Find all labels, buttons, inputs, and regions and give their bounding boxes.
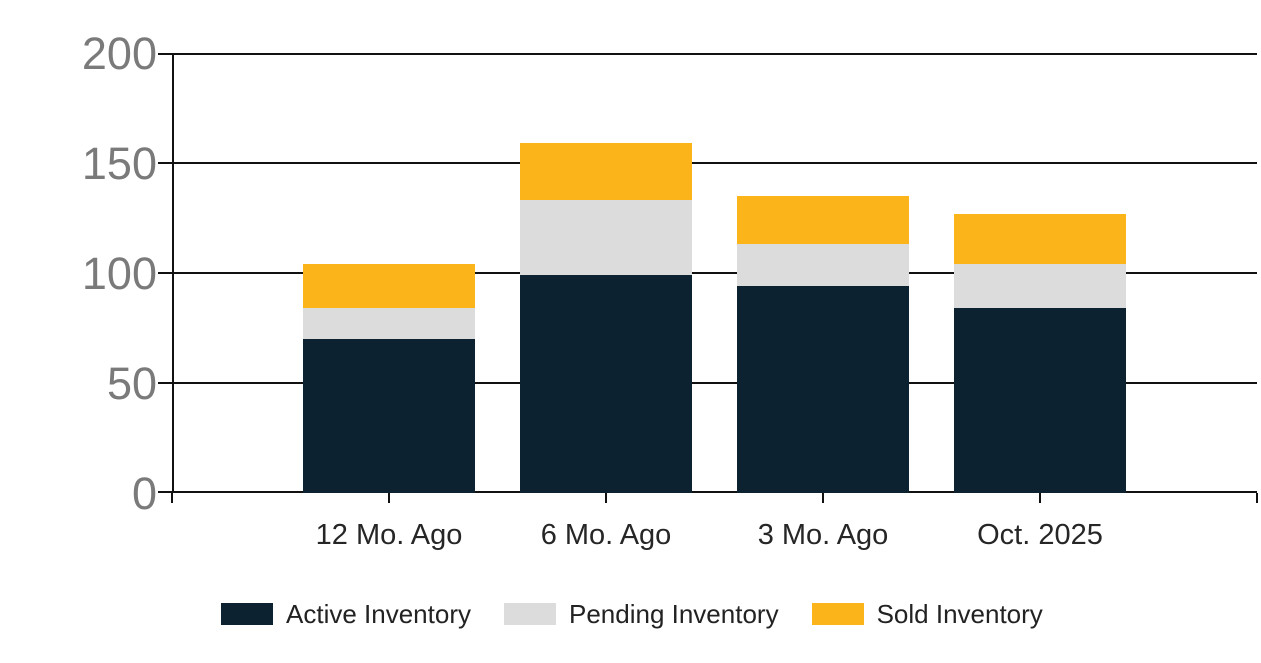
legend-swatch-sold-inventory	[811, 603, 864, 625]
x-tick-0	[171, 493, 173, 503]
bar-12-mo-ago-sold-inventory	[303, 264, 475, 309]
y-tick-0	[158, 491, 172, 493]
gridline-50	[172, 382, 1257, 384]
legend: Active Inventory Pending Inventory Sold In…	[221, 601, 1043, 627]
bar-3-mo-ago-sold-inventory	[737, 196, 909, 245]
bar-3-mo-ago-active-inventory	[737, 286, 909, 493]
y-axis-tick-label-100: 100	[81, 247, 157, 299]
gridline-100	[172, 272, 1257, 274]
legend-item-sold-inventory: Sold Inventory	[811, 599, 1043, 629]
bar-12-mo-ago-active-inventory	[303, 339, 475, 493]
legend-label-sold-inventory: Sold Inventory	[876, 599, 1043, 629]
y-axis-tick-label-50: 50	[106, 357, 157, 409]
y-tick-200	[158, 53, 172, 55]
bar-6-mo-ago-pending-inventory	[520, 200, 692, 276]
x-tick-2	[605, 493, 607, 503]
bar-oct-2025-active-inventory	[954, 308, 1126, 493]
x-axis-label-oct-2025: Oct. 2025	[977, 519, 1103, 551]
bar-6-mo-ago-active-inventory	[520, 275, 692, 493]
legend-swatch-pending-inventory	[503, 603, 556, 625]
y-axis-labels: 0 50 100 150 200	[0, 31, 157, 516]
bar-3-mo-ago-pending-inventory	[737, 244, 909, 287]
legend-swatch-active-inventory	[221, 603, 273, 625]
x-tick-1	[388, 493, 390, 503]
legend-item-pending-inventory: Pending Inventory	[503, 599, 779, 629]
x-axis-label-6-mo-ago: 6 Mo. Ago	[540, 519, 672, 551]
x-axis-label-12-mo-ago: 12 Mo. Ago	[315, 519, 463, 551]
y-axis-tick-label-200: 200	[81, 27, 157, 79]
legend-label-active-inventory: Active Inventory	[286, 599, 471, 629]
x-axis-label-3-mo-ago: 3 Mo. Ago	[757, 519, 889, 551]
bar-oct-2025-sold-inventory	[954, 213, 1126, 265]
gridline-200	[172, 53, 1257, 55]
y-tick-50	[158, 382, 172, 384]
y-axis-tick-label-0: 0	[131, 467, 157, 519]
y-tick-100	[158, 272, 172, 274]
gridline-150	[172, 162, 1257, 164]
x-axis-labels: 12 Mo. Ago 6 Mo. Ago 3 Mo. Ago Oct. 2025	[172, 493, 1257, 563]
bar-12-mo-ago-pending-inventory	[303, 308, 475, 339]
x-tick-5	[1256, 493, 1258, 503]
x-tick-4	[1039, 493, 1041, 503]
legend-label-pending-inventory: Pending Inventory	[568, 599, 779, 629]
legend-item-active-inventory: Active Inventory	[221, 601, 471, 627]
y-axis-tick-label-150: 150	[81, 137, 157, 189]
plot-area	[158, 53, 1258, 503]
bar-6-mo-ago-sold-inventory	[520, 143, 692, 201]
x-axis-line	[172, 491, 1257, 493]
y-tick-150	[158, 162, 172, 164]
x-tick-3	[822, 493, 824, 503]
bar-oct-2025-pending-inventory	[954, 264, 1126, 309]
